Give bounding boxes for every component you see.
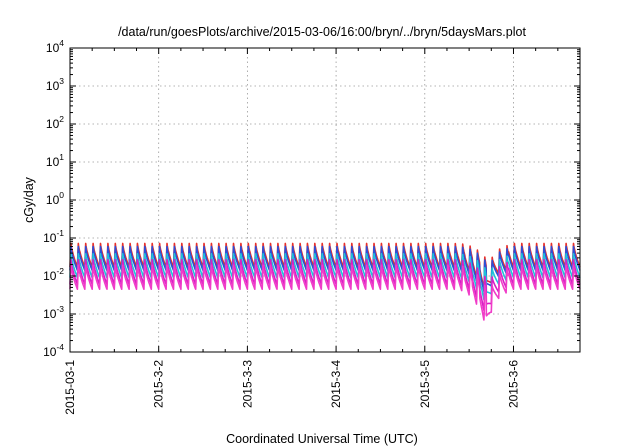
y-tick-label: 101 xyxy=(46,152,64,169)
chart-title: /data/run/goesPlots/archive/2015-03-06/1… xyxy=(118,25,526,39)
y-tick-label: 100 xyxy=(46,190,64,207)
series-layer xyxy=(69,242,581,321)
y-tick-label: 104 xyxy=(46,38,64,55)
x-tick-label: 2015-3-5 xyxy=(418,360,432,408)
y-axis: 10-4 10-3 10-2 10-1 100 101 102 103 104 xyxy=(43,38,580,359)
series-line-4 xyxy=(69,258,581,312)
x-tick-label: 2015-3-2 xyxy=(152,360,166,408)
y-tick-label: 10-4 xyxy=(43,342,64,359)
y-tick-label: 103 xyxy=(46,76,64,93)
series-line-5 xyxy=(69,264,581,321)
y-tick-label: 10-1 xyxy=(43,228,64,245)
series-line-3 xyxy=(69,253,581,301)
x-tick-label: 2015-3-3 xyxy=(240,360,254,408)
series-line-1 xyxy=(69,242,581,290)
series-line-2 xyxy=(69,245,581,293)
x-tick-label: 2015-03-1 xyxy=(63,360,77,415)
x-axis: 2015-03-1 2015-3-2 2015-3-3 2015-3-4 2015-3-… xyxy=(63,48,559,415)
y-axis-label: cGy/day xyxy=(22,176,36,223)
y-tick-label: 10-2 xyxy=(43,266,64,283)
x-axis-label: Coordinated Universal Time (UTC) xyxy=(226,432,418,446)
grid xyxy=(70,48,580,352)
y-tick-label: 102 xyxy=(46,114,64,131)
x-tick-label: 2015-3-6 xyxy=(506,360,520,408)
y-tick-label: 10-3 xyxy=(43,304,64,321)
x-tick-label: 2015-3-4 xyxy=(329,360,343,408)
